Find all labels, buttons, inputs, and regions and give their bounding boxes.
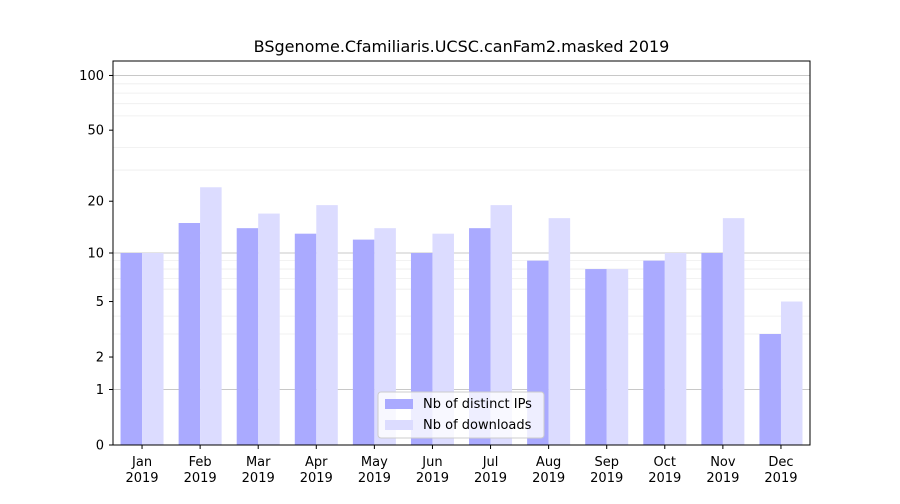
bar-distinct-ips — [236, 228, 259, 445]
x-tick-label: Jun 2019 — [416, 455, 449, 486]
x-tick-label: Mar 2019 — [242, 455, 275, 486]
x-tick-label: Aug 2019 — [532, 455, 565, 486]
bar-distinct-ips — [759, 333, 781, 445]
x-tick-label: Jan 2019 — [125, 455, 158, 486]
legend-box — [377, 391, 545, 439]
bar-downloads — [722, 218, 745, 445]
bar-distinct-ips — [643, 260, 665, 445]
bar-downloads — [490, 205, 513, 445]
legend-swatch-ips — [385, 399, 413, 409]
x-tick-label: Nov 2019 — [706, 455, 739, 486]
y-tick-label: 5 — [96, 295, 104, 310]
bar-distinct-ips — [469, 228, 491, 445]
y-tick-label: 10 — [87, 247, 104, 262]
legend: Nb of distinct IPs Nb of downloads — [377, 391, 545, 439]
legend-swatch-downloads — [385, 420, 413, 430]
bar-distinct-ips — [294, 233, 317, 445]
bars — [120, 187, 803, 445]
bar-downloads — [548, 218, 571, 445]
y-axis: 0 1 2 5 10 20 50 100 — [79, 69, 113, 454]
bar-distinct-ips — [585, 269, 607, 445]
x-tick-label: Feb 2019 — [184, 455, 217, 486]
bar-downloads — [142, 253, 164, 445]
chart-title: BSgenome.Cfamiliaris.UCSC.canFam2.masked… — [254, 37, 670, 56]
bar-downloads — [200, 187, 222, 445]
bar-downloads — [780, 301, 803, 445]
x-tick-label: Oct 2019 — [648, 455, 681, 486]
grid — [113, 74, 810, 390]
bar-distinct-ips — [352, 239, 375, 445]
bar-downloads — [316, 205, 338, 445]
x-axis: Jan 2019 Feb 2019 Mar 2019 Apr 2019 May 2019 Jun 20… — [125, 445, 798, 486]
x-tick-label: Dec 2019 — [764, 455, 797, 486]
x-tick-label: May 2019 — [358, 455, 391, 486]
legend-label-ips: Nb of distinct IPs — [423, 397, 532, 412]
legend-label-downloads: Nb of downloads — [423, 418, 532, 433]
bar-distinct-ips — [178, 222, 201, 445]
bar-distinct-ips — [701, 253, 723, 445]
bar-downloads — [374, 228, 396, 445]
y-tick-label: 20 — [87, 195, 104, 210]
y-tick-label: 0 — [96, 439, 104, 454]
x-tick-label: Sep 2019 — [590, 455, 623, 486]
bar-distinct-ips — [120, 253, 143, 445]
y-tick-label: 100 — [79, 69, 104, 84]
x-tick-label: Jul 2019 — [474, 455, 507, 486]
bar-downloads — [664, 253, 687, 445]
bar-downloads — [606, 269, 629, 445]
y-tick-label: 50 — [87, 124, 104, 139]
x-tick-label: Apr 2019 — [300, 455, 333, 486]
y-tick-label: 1 — [96, 383, 104, 398]
bar-downloads — [258, 213, 280, 445]
y-tick-label: 2 — [96, 351, 104, 366]
